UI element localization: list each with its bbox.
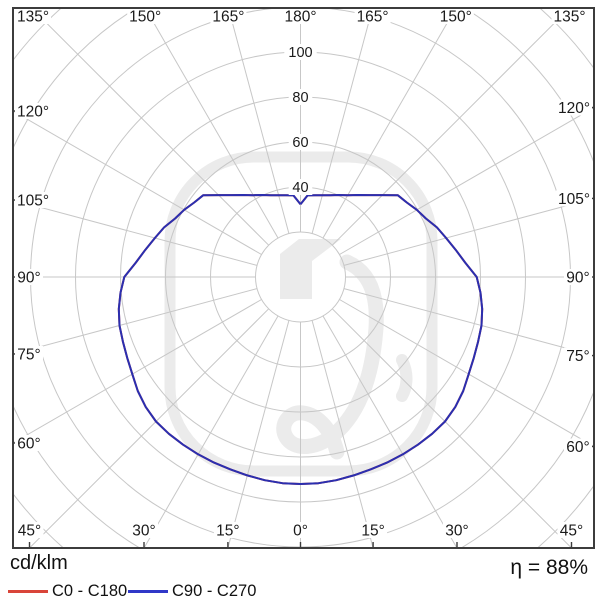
svg-text:150°: 150° [440, 9, 472, 26]
svg-text:165°: 165° [212, 9, 244, 26]
svg-text:105°: 105° [17, 193, 49, 210]
svg-text:15°: 15° [361, 523, 384, 540]
intensity-curves [117, 194, 484, 485]
svg-text:105°: 105° [558, 191, 590, 208]
svg-text:150°: 150° [129, 9, 161, 26]
plot-frame [12, 7, 595, 549]
svg-text:80: 80 [292, 90, 308, 106]
legend-line-red [8, 590, 48, 593]
svg-text:40: 40 [292, 180, 308, 196]
svg-text:165°: 165° [357, 9, 389, 26]
efficiency-label: η = 88% [510, 556, 588, 579]
svg-text:120°: 120° [17, 104, 49, 121]
svg-text:30°: 30° [132, 523, 155, 540]
svg-text:180°: 180° [284, 9, 316, 26]
svg-text:75°: 75° [17, 347, 40, 364]
svg-text:60: 60 [292, 135, 308, 151]
radial-value-labels: 40 60 80 100 [284, 44, 317, 196]
svg-text:45°: 45° [18, 523, 41, 540]
svg-text:120°: 120° [558, 100, 590, 117]
svg-text:0°: 0° [293, 523, 308, 540]
svg-text:45°: 45° [560, 523, 583, 540]
angle-labels: 0° 15° 15° 30° 30° 45° 45° 60° 60° 75° 75° 90° 90° 10… [15, 8, 592, 540]
svg-text:75°: 75° [566, 348, 589, 365]
svg-text:90°: 90° [566, 270, 589, 287]
svg-text:135°: 135° [553, 9, 585, 26]
svg-text:15°: 15° [216, 523, 239, 540]
unit-label: cd/klm [10, 552, 68, 574]
svg-text:90°: 90° [17, 270, 40, 287]
legend-label: C90 - C270 [172, 582, 257, 600]
svg-text:60°: 60° [17, 436, 40, 453]
svg-text:100: 100 [288, 45, 312, 61]
svg-text:135°: 135° [17, 9, 49, 26]
chart-footer: cd/klm η = 88% C0 - C180 C90 - C270 [0, 548, 600, 600]
svg-text:60°: 60° [566, 439, 589, 456]
svg-text:30°: 30° [445, 523, 468, 540]
legend-label: C0 - C180 [52, 582, 128, 600]
legend-line-blue [128, 590, 168, 593]
